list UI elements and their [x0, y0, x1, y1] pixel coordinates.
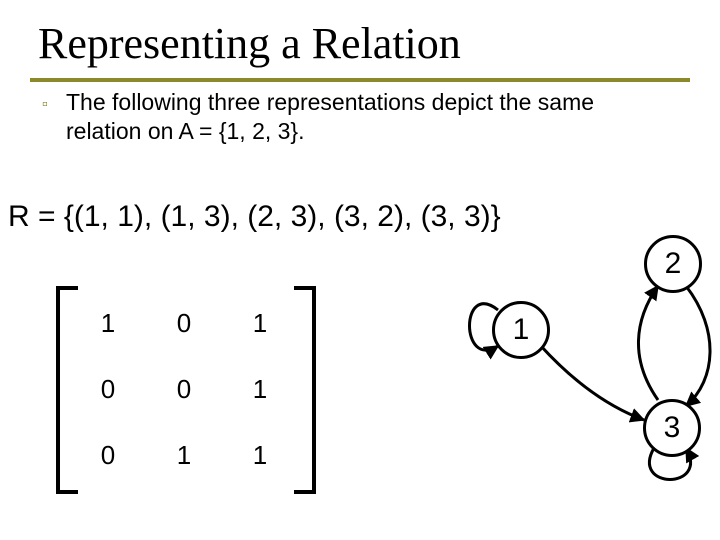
- matrix-cell: 0: [146, 290, 222, 356]
- matrix-cell: 1: [146, 422, 222, 488]
- node-label: 2: [665, 247, 682, 280]
- title-underline: [30, 78, 690, 82]
- edge-1-3: [540, 345, 644, 420]
- edge-2-3: [686, 286, 710, 406]
- matrix-bracket-right: [294, 286, 316, 494]
- matrix-cell: 0: [70, 422, 146, 488]
- table-row: 1 0 1: [70, 290, 298, 356]
- bullet-icon: ▫: [42, 96, 48, 114]
- matrix-cell: 1: [222, 422, 298, 488]
- graph-node-1: 1: [492, 301, 550, 359]
- slide-title: Representing a Relation: [38, 18, 461, 69]
- relation-digraph: 1 2 3: [420, 230, 710, 530]
- node-label: 3: [664, 411, 681, 444]
- matrix-cell: 1: [70, 290, 146, 356]
- graph-node-3: 3: [643, 399, 701, 457]
- edge-3-2: [638, 286, 658, 400]
- matrix-cell: 0: [70, 356, 146, 422]
- subtitle-text: The following three representations depi…: [66, 88, 656, 146]
- table-row: 0 0 1: [70, 356, 298, 422]
- table-row: 0 1 1: [70, 422, 298, 488]
- matrix-cell: 0: [146, 356, 222, 422]
- relation-matrix: 1 0 1 0 0 1 0 1 1: [70, 290, 298, 488]
- matrix-cell: 1: [222, 290, 298, 356]
- graph-node-2: 2: [644, 235, 702, 293]
- relation-set-notation: R = {(1, 1), (1, 3), (2, 3), (3, 2), (3,…: [8, 200, 501, 234]
- matrix-cell: 1: [222, 356, 298, 422]
- node-label: 1: [513, 313, 530, 346]
- slide: Representing a Relation ▫ The following …: [0, 0, 720, 540]
